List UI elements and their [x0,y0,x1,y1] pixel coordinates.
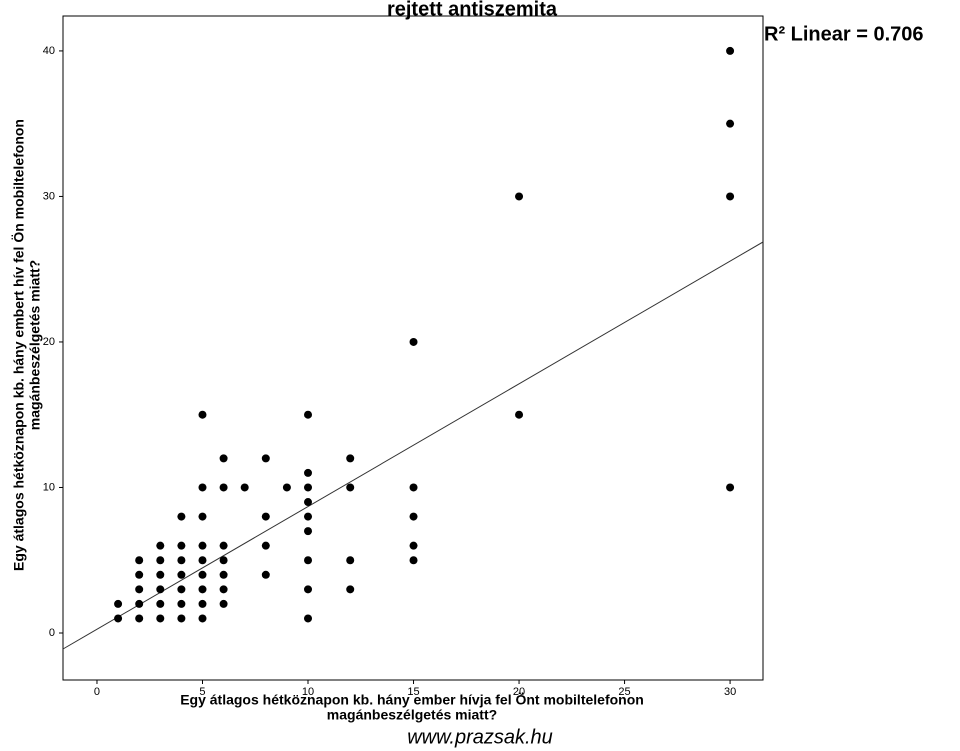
point [135,614,144,623]
point [198,512,207,521]
point [156,541,165,550]
y-tick-label: 20 [43,336,55,348]
point [726,483,735,492]
point [114,599,123,608]
footer: www.prazsak.hu [407,726,553,748]
point [177,541,186,550]
point [409,337,418,346]
point [346,585,355,594]
point [515,410,524,419]
point [177,614,186,623]
x-tick-label: 5 [199,686,205,698]
point [198,570,207,579]
point [135,570,144,579]
point [198,599,207,608]
point [409,483,418,492]
point [346,483,355,492]
point [304,527,313,536]
x-tick-label: 10 [302,686,314,698]
y-axis-label: Egy átlagos hétköznapon kb. hány embert … [11,119,27,571]
point [304,614,313,623]
point [198,556,207,565]
point [346,454,355,463]
point [135,556,144,565]
point [409,512,418,521]
point [304,498,313,507]
point [219,585,228,594]
point [156,570,165,579]
point [261,454,270,463]
point [114,614,123,623]
x-tick-label: 0 [94,686,100,698]
point [219,599,228,608]
point [198,614,207,623]
x-axis-label: Egy átlagos hétköznapon kb. hány ember h… [180,692,644,708]
x-tick-label: 15 [407,686,419,698]
y-tick-label: 10 [43,481,55,493]
point [219,570,228,579]
y-tick-label: 30 [43,190,55,202]
point [177,570,186,579]
point [261,570,270,579]
point [409,541,418,550]
point [304,468,313,477]
plot-frame [62,15,764,681]
point [135,585,144,594]
point [304,512,313,521]
x-axis-label: magánbeszélgetés miatt? [327,707,497,723]
point [156,599,165,608]
point [198,483,207,492]
point [156,614,165,623]
y-tick-label: 0 [49,627,55,639]
fit-line [62,241,764,650]
point [198,410,207,419]
x-tick-label: 20 [513,686,525,698]
point [304,483,313,492]
point [198,585,207,594]
point [409,556,418,565]
point [177,512,186,521]
r2-annotation: R² Linear = 0.706 [764,23,924,45]
point [198,541,207,550]
x-tick-label: 25 [618,686,630,698]
point [261,541,270,550]
point [177,599,186,608]
point [135,599,144,608]
point [261,512,270,521]
point [219,483,228,492]
point [304,556,313,565]
chart-title: rejtett antiszemita [387,0,558,20]
point [156,556,165,565]
point [156,585,165,594]
y-tick-label: 40 [43,45,55,57]
point [726,46,735,55]
point [726,192,735,201]
point [219,454,228,463]
point [177,585,186,594]
point [177,556,186,565]
point [219,556,228,565]
point [515,192,524,201]
point [726,119,735,128]
x-tick-label: 30 [724,686,736,698]
y-axis-label: magánbeszélgetés miatt? [27,260,43,430]
point [304,585,313,594]
point [240,483,249,492]
point [346,556,355,565]
point [282,483,291,492]
point [304,410,313,419]
point [219,541,228,550]
